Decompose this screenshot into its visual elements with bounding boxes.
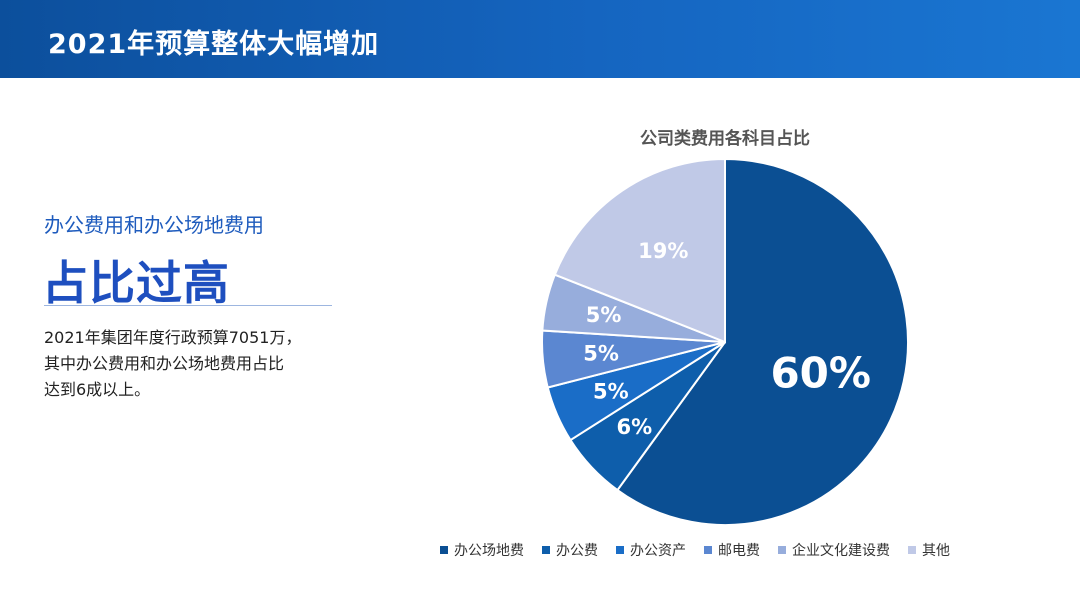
pie-slice bbox=[616, 157, 909, 526]
page-title: 2021年预算整体大幅增加 bbox=[48, 29, 380, 60]
pie-slice-label: 6% bbox=[616, 415, 652, 439]
pie-chart: 60% 6% 5% 5% 5% 19% bbox=[541, 157, 909, 526]
legend-swatch bbox=[908, 546, 916, 554]
legend-swatch bbox=[616, 546, 624, 554]
description-line: 其中办公费用和办公场地费用占比 bbox=[44, 354, 285, 373]
header-bar: 2021年预算整体大幅增加 bbox=[0, 0, 1080, 78]
legend-swatch bbox=[704, 546, 712, 554]
pie-slice-label: 5% bbox=[586, 303, 622, 327]
legend-label: 企业文化建设费 bbox=[792, 543, 890, 559]
legend-swatch bbox=[778, 546, 786, 554]
pie-slice-label: 5% bbox=[583, 342, 619, 366]
left-headline: 占比过高 bbox=[42, 256, 230, 310]
legend-label: 办公资产 bbox=[630, 543, 686, 559]
pie-slice-label: 60% bbox=[770, 349, 871, 398]
legend-item: 其他 bbox=[908, 540, 950, 560]
divider bbox=[44, 305, 332, 306]
pie-slice bbox=[553, 157, 726, 344]
legend-item: 办公场地费 bbox=[440, 540, 524, 560]
legend-label: 办公场地费 bbox=[454, 543, 524, 559]
legend-label: 邮电费 bbox=[718, 543, 760, 559]
chart-title: 公司类费用各科目占比 bbox=[640, 129, 810, 149]
description-line: 2021年集团年度行政预算7051万， bbox=[44, 328, 302, 347]
chart-legend: 办公场地费 办公费 办公资产 邮电费 企业文化建设费 其他 bbox=[440, 540, 1080, 560]
legend-item: 企业文化建设费 bbox=[778, 540, 890, 560]
pie-slice-label: 19% bbox=[638, 239, 688, 263]
legend-label: 办公费 bbox=[556, 543, 598, 559]
legend-label: 其他 bbox=[922, 543, 950, 559]
legend-item: 办公资产 bbox=[616, 540, 686, 560]
pie-slice-label: 5% bbox=[593, 379, 629, 403]
description: 2021年集团年度行政预算7051万， 其中办公费用和办公场地费用占比 达到6成… bbox=[44, 325, 344, 403]
left-subheading: 办公费用和办公场地费用 bbox=[44, 213, 264, 237]
legend-swatch bbox=[440, 546, 448, 554]
description-line: 达到6成以上。 bbox=[44, 380, 151, 399]
legend-item: 办公费 bbox=[542, 540, 598, 560]
legend-item: 邮电费 bbox=[704, 540, 760, 560]
legend-swatch bbox=[542, 546, 550, 554]
